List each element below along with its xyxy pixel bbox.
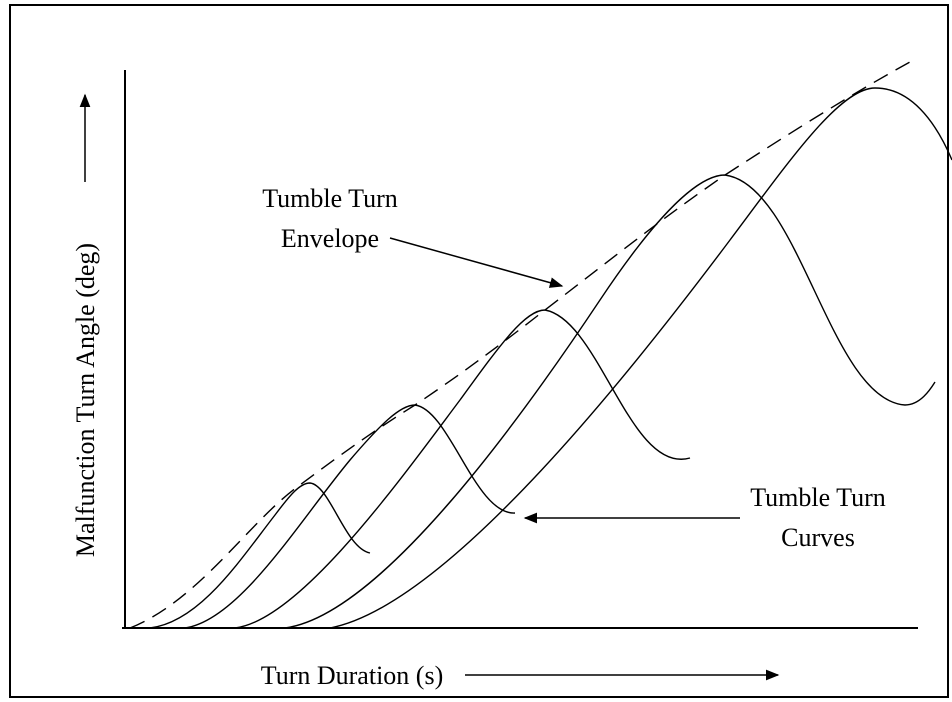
curve bbox=[329, 87, 952, 629]
y-axis-label: Malfunction Turn Angle (deg) bbox=[71, 243, 100, 557]
curve bbox=[184, 404, 516, 629]
envelope bbox=[129, 61, 911, 629]
annotation-line: Tumble Turn bbox=[262, 184, 398, 213]
curve bbox=[284, 174, 936, 629]
curves bbox=[129, 61, 952, 629]
x-axis-label: Turn Duration (s) bbox=[261, 661, 443, 690]
curve bbox=[234, 309, 691, 629]
annotation-line: Envelope bbox=[281, 224, 379, 253]
curve bbox=[149, 482, 371, 629]
envelope-arrow bbox=[389, 237, 564, 288]
annotation-line: Tumble Turn bbox=[750, 483, 886, 512]
annotation-line: Curves bbox=[781, 523, 855, 552]
frame bbox=[9, 4, 949, 698]
